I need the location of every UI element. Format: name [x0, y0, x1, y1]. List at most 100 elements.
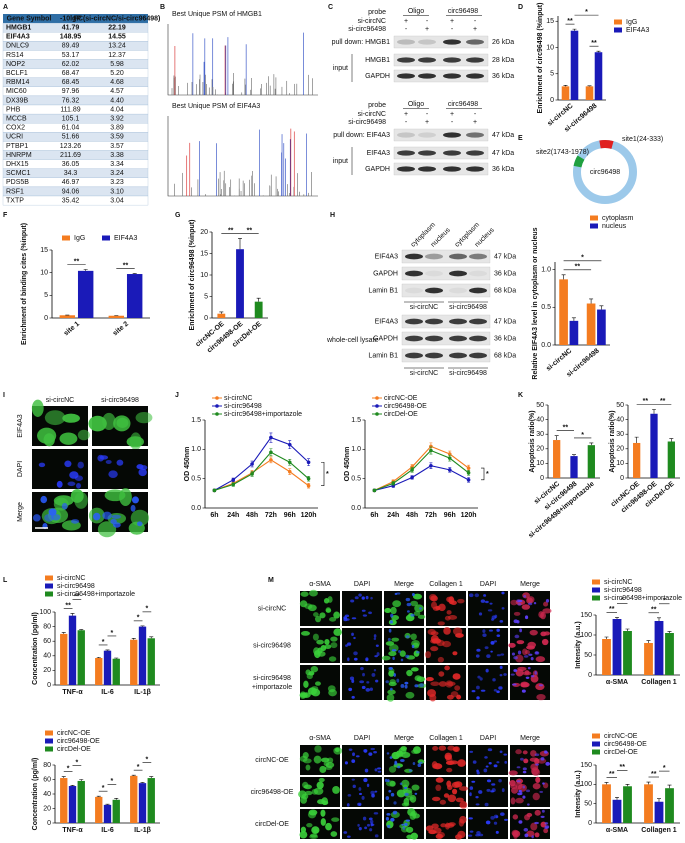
cell-signal	[368, 817, 373, 821]
legend-label: circ96498-OE	[57, 738, 100, 745]
table-cell: 3.89	[110, 125, 124, 132]
cell-signal	[370, 596, 373, 600]
line	[214, 436, 309, 491]
cell-signal	[539, 790, 544, 794]
cell-signal	[373, 812, 379, 815]
cell-signal	[417, 763, 422, 768]
cell-signal	[469, 593, 474, 598]
probe-group: Oligo	[408, 101, 424, 108]
cell-signal	[31, 399, 44, 417]
condition-sign: -	[451, 119, 454, 126]
y-tick-label: 0.5	[541, 304, 551, 311]
cell-signal	[299, 600, 308, 608]
table-cell: 123.26	[60, 143, 82, 150]
cell-signal	[328, 656, 337, 662]
cell-signal	[527, 596, 535, 604]
cell-signal	[67, 481, 76, 487]
cell-signal	[307, 810, 317, 819]
table-header: -10lgP	[60, 15, 81, 22]
cell-signal	[364, 826, 368, 830]
cell-signal	[437, 621, 445, 626]
legend-swatch	[45, 575, 53, 581]
condition-sign: -	[426, 111, 429, 118]
table-cell: 41.79	[62, 24, 80, 31]
row-label: circ96498-OE	[251, 789, 294, 796]
bar	[654, 801, 664, 823]
cell-signal	[129, 432, 142, 451]
cell-signal	[476, 696, 480, 700]
cell-signal	[361, 795, 365, 800]
error-bar	[615, 797, 619, 800]
x-tick-label: 120h	[301, 512, 317, 519]
y-tick-label: 15	[200, 250, 208, 257]
table-cell: 3.92	[110, 115, 124, 122]
significance-label: **	[65, 602, 71, 609]
cell-signal	[486, 779, 492, 783]
cell-signal	[405, 691, 415, 699]
cell-signal	[511, 652, 516, 656]
significance-label: **	[591, 40, 597, 47]
legend-label: circDel-OE	[57, 746, 91, 753]
cell-signal	[374, 768, 378, 772]
column-label: DAPI	[354, 735, 370, 742]
error-bar	[571, 317, 576, 321]
condition-sign: +	[473, 119, 477, 126]
cell-signal	[369, 819, 374, 824]
panel-letter: L	[3, 577, 8, 584]
panel-letter: J	[175, 392, 179, 399]
cell-signal	[500, 812, 505, 816]
cell-signal	[376, 652, 380, 657]
cell-signal	[135, 411, 153, 424]
blot-bg	[393, 69, 489, 83]
cell-signal	[388, 651, 397, 657]
blot-band	[449, 318, 467, 325]
point	[391, 481, 396, 486]
cell-signal	[518, 789, 522, 793]
y-tick-label: 0.0	[541, 342, 551, 349]
table-cell: UCRI	[6, 134, 23, 141]
cell-signal	[299, 692, 308, 698]
cell-signal	[414, 684, 419, 688]
error-bar	[114, 657, 119, 659]
legend-swatch	[375, 396, 379, 400]
bar	[60, 633, 68, 685]
y-tick-label: 50	[616, 402, 624, 409]
cell-signal	[475, 834, 480, 837]
error-bar	[61, 776, 66, 779]
error-bar	[70, 613, 75, 616]
error-bar	[83, 269, 88, 271]
y-tick-label: 0	[620, 475, 624, 482]
column-label: Collagen 1	[429, 735, 463, 742]
column-label: Merge	[394, 581, 414, 588]
cell-signal	[530, 822, 538, 831]
cell-signal	[327, 757, 334, 764]
legend-swatch	[215, 404, 219, 408]
line	[214, 459, 309, 491]
cell-signal	[32, 514, 41, 522]
cell-signal	[350, 599, 355, 603]
table-cell: 4.68	[110, 79, 124, 86]
cell-signal	[435, 777, 444, 783]
cell-signal	[314, 745, 322, 753]
x-tick-label: 48h	[246, 512, 258, 519]
significance-label: *	[67, 765, 70, 772]
y-tick-label: 20	[200, 229, 208, 236]
cell-signal	[515, 797, 524, 804]
bar	[597, 309, 606, 345]
cell-signal	[389, 780, 396, 787]
x-tick-label: 6h	[210, 512, 218, 519]
cell-signal	[522, 770, 527, 774]
table-cell: 3.34	[110, 161, 124, 168]
cell-signal	[351, 759, 356, 763]
significance-label: *	[326, 471, 329, 478]
condition-sign: +	[404, 111, 408, 118]
condition-sign: +	[425, 119, 429, 126]
binding-site	[573, 155, 585, 168]
cell-signal	[477, 675, 481, 679]
cell-signal	[386, 693, 395, 702]
cell-signal	[412, 593, 423, 600]
x-tick-label: 24h	[227, 512, 239, 519]
cell-signal	[517, 666, 527, 672]
cell-signal	[359, 680, 365, 684]
blot-band	[469, 335, 487, 342]
